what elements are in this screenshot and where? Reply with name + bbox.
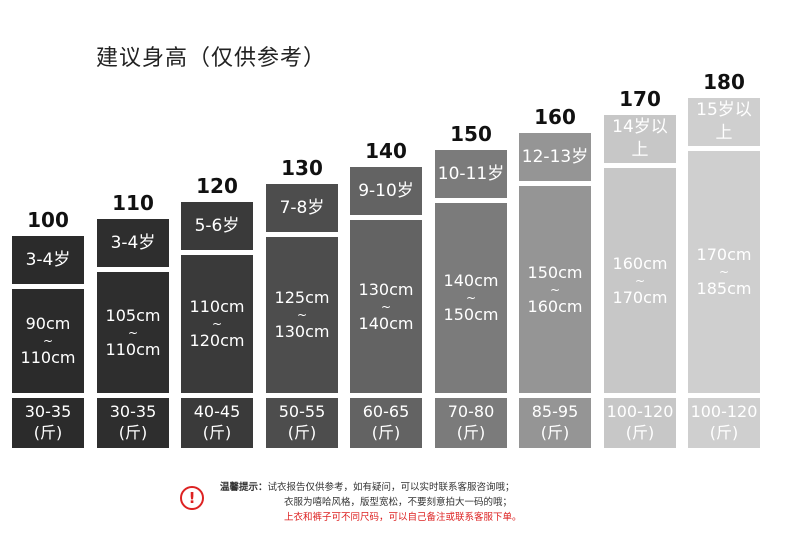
- notice-line1: 试衣报告仅供参考，如有疑问，可以实时联系客服咨询哦；: [267, 482, 515, 493]
- height-cell: 160cm ~170cm: [604, 168, 676, 393]
- notice-label: 温馨提示：: [220, 482, 268, 493]
- size-label: 120: [196, 174, 238, 198]
- warning-icon: !: [180, 486, 204, 510]
- age-cell: 15岁以上: [688, 98, 760, 146]
- weight-cell: 85-95 (斤): [519, 398, 591, 448]
- weight-cell: 100-120 (斤): [604, 398, 676, 448]
- age-cell: 9-10岁: [350, 167, 422, 215]
- size-column: 160 12-13岁 150cm ~160cm 85-95 (斤): [519, 0, 591, 543]
- weight-value: 40-45: [193, 402, 241, 422]
- weight-value: 100-120: [606, 402, 674, 422]
- weight-unit: (斤): [33, 423, 63, 442]
- age-cell: 14岁以上: [604, 115, 676, 163]
- tilde-icon: ~: [380, 299, 392, 314]
- weight-cell: 100-120 (斤): [688, 398, 760, 448]
- size-label: 180: [703, 70, 745, 94]
- height-from: 110cm: [189, 297, 245, 317]
- chart-title: 建议身高（仅供参考）: [96, 46, 327, 71]
- height-to: 120cm: [189, 331, 245, 350]
- height-cell: 150cm ~160cm: [519, 186, 591, 393]
- weight-unit: (斤): [456, 423, 486, 442]
- tilde-icon: ~: [634, 273, 646, 288]
- height-cell: 140cm ~150cm: [435, 203, 507, 393]
- weight-cell: 30-35 (斤): [12, 398, 84, 448]
- tilde-icon: ~: [127, 325, 139, 340]
- size-label: 130: [281, 156, 323, 180]
- weight-unit: (斤): [118, 423, 148, 442]
- height-from: 125cm: [274, 288, 330, 308]
- age-cell: 3-4岁: [97, 219, 169, 267]
- size-column: 110 3-4岁 105cm ~110cm 30-35 (斤): [97, 0, 169, 543]
- height-from: 105cm: [105, 305, 161, 325]
- weight-value: 70-80: [447, 402, 495, 422]
- size-label: 110: [112, 191, 154, 215]
- height-cell: 170cm ~185cm: [688, 151, 760, 393]
- weight-unit: (斤): [540, 423, 570, 442]
- size-label: 100: [27, 208, 69, 232]
- height-to: 130cm: [274, 322, 330, 341]
- weight-unit: (斤): [625, 423, 655, 442]
- tilde-icon: ~: [211, 317, 223, 331]
- size-label: 140: [365, 139, 407, 163]
- weight-unit: (斤): [371, 423, 401, 442]
- height-cell: 125cm ~130cm: [266, 237, 338, 393]
- height-from: 130cm: [358, 279, 414, 299]
- weight-unit: (斤): [709, 423, 739, 442]
- weight-cell: 40-45 (斤): [181, 398, 253, 448]
- height-to: 170cm: [612, 287, 668, 307]
- tilde-icon: ~: [465, 291, 477, 305]
- weight-value: 50-55: [278, 402, 326, 422]
- height-from: 140cm: [443, 271, 499, 291]
- age-cell: 7-8岁: [266, 184, 338, 232]
- weight-unit: (斤): [202, 423, 232, 442]
- age-cell: 12-13岁: [519, 133, 591, 181]
- height-to: 185cm: [696, 279, 752, 298]
- size-label: 170: [619, 87, 661, 111]
- height-cell: 130cm ~140cm: [350, 220, 422, 393]
- weight-unit: (斤): [287, 423, 317, 442]
- tilde-icon: ~: [718, 265, 730, 279]
- height-from: 170cm: [696, 245, 752, 265]
- height-to: 110cm: [105, 339, 161, 359]
- weight-value: 30-35: [109, 402, 157, 422]
- size-column: 130 7-8岁 125cm ~130cm 50-55 (斤): [266, 0, 338, 543]
- height-cell: 110cm ~120cm: [181, 255, 253, 393]
- age-cell: 10-11岁: [435, 150, 507, 198]
- tilde-icon: ~: [42, 334, 54, 348]
- weight-cell: 30-35 (斤): [97, 398, 169, 448]
- weight-value: 30-35: [24, 402, 72, 422]
- height-cell: 90cm ~110cm: [12, 289, 84, 393]
- height-from: 160cm: [612, 253, 668, 273]
- weight-value: 60-65: [362, 402, 410, 422]
- size-column: 150 10-11岁 140cm ~150cm 70-80 (斤): [435, 0, 507, 543]
- size-column: 120 5-6岁 110cm ~120cm 40-45 (斤): [181, 0, 253, 543]
- height-to: 160cm: [527, 296, 583, 316]
- tilde-icon: ~: [296, 308, 308, 322]
- age-cell: 3-4岁: [12, 236, 84, 284]
- size-label: 160: [534, 105, 576, 129]
- size-label: 150: [450, 122, 492, 146]
- weight-value: 100-120: [690, 402, 758, 422]
- size-column: 140 9-10岁 130cm ~140cm 60-65 (斤): [350, 0, 422, 543]
- size-column: 100 3-4岁 90cm ~110cm 30-35 (斤): [12, 0, 84, 543]
- height-from: 90cm: [25, 314, 71, 334]
- size-column: 180 15岁以上 170cm ~185cm 100-120 (斤): [688, 0, 760, 543]
- notice-line3: 上衣和裤子可不同尺码，可以自己备注或联系客服下单。: [284, 512, 522, 523]
- tilde-icon: ~: [549, 282, 561, 297]
- notice: 温馨提示：试衣报告仅供参考，如有疑问，可以实时联系客服咨询哦； 衣服为嘻哈风格，…: [206, 480, 522, 525]
- notice-line2: 衣服为嘻哈风格，版型宽松，不要刻意拍大一码的哦；: [284, 497, 513, 508]
- height-to: 150cm: [443, 305, 499, 324]
- age-cell: 5-6岁: [181, 202, 253, 250]
- height-cell: 105cm ~110cm: [97, 272, 169, 393]
- weight-value: 85-95: [531, 402, 579, 422]
- weight-cell: 70-80 (斤): [435, 398, 507, 448]
- size-column: 170 14岁以上 160cm ~170cm 100-120 (斤): [604, 0, 676, 543]
- height-to: 140cm: [358, 313, 414, 333]
- weight-cell: 50-55 (斤): [266, 398, 338, 448]
- weight-cell: 60-65 (斤): [350, 398, 422, 448]
- height-to: 110cm: [20, 348, 76, 367]
- height-from: 150cm: [527, 262, 583, 282]
